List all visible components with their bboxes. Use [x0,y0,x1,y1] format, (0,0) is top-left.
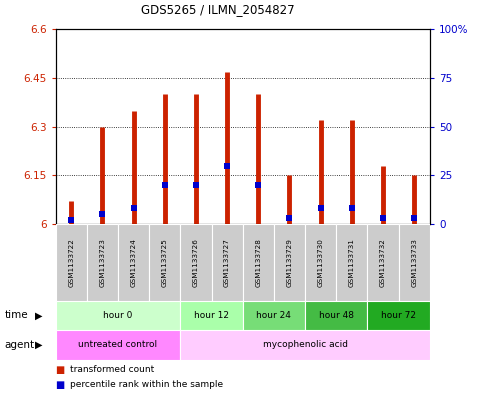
Bar [212,224,242,301]
Text: hour 48: hour 48 [319,311,354,320]
Bar [368,224,398,301]
Text: time: time [5,310,28,320]
Bar [336,224,368,301]
Bar [274,224,305,301]
Text: GSM1133728: GSM1133728 [256,238,261,287]
Bar [56,330,180,360]
Text: GSM1133731: GSM1133731 [349,238,355,287]
Text: percentile rank within the sample: percentile rank within the sample [70,380,223,389]
Text: GSM1133733: GSM1133733 [411,238,417,287]
Bar [118,224,149,301]
Text: GDS5265 / ILMN_2054827: GDS5265 / ILMN_2054827 [141,3,294,16]
Text: transformed count: transformed count [70,365,154,374]
Text: ▶: ▶ [35,340,43,350]
Bar [87,224,118,301]
Text: GSM1133722: GSM1133722 [68,238,74,287]
Bar [56,224,87,301]
Bar [305,224,336,301]
Text: agent: agent [5,340,35,350]
Text: ■: ■ [56,365,65,375]
Text: GSM1133725: GSM1133725 [162,238,168,287]
Bar [398,224,430,301]
Text: ▶: ▶ [35,310,43,320]
Bar [305,301,368,330]
Text: GSM1133727: GSM1133727 [224,238,230,287]
Text: GSM1133723: GSM1133723 [99,238,105,287]
Text: hour 0: hour 0 [103,311,133,320]
Text: hour 24: hour 24 [256,311,291,320]
Text: GSM1133729: GSM1133729 [286,238,293,287]
Text: GSM1133726: GSM1133726 [193,238,199,287]
Bar [242,224,274,301]
Bar [180,224,212,301]
Bar [56,301,180,330]
Text: GSM1133732: GSM1133732 [380,238,386,287]
Text: hour 12: hour 12 [194,311,229,320]
Text: hour 72: hour 72 [381,311,416,320]
Bar [180,301,242,330]
Bar [149,224,180,301]
Text: GSM1133724: GSM1133724 [130,238,137,287]
Text: untreated control: untreated control [78,340,157,349]
Bar [180,330,430,360]
Bar [368,301,430,330]
Bar [242,301,305,330]
Text: ■: ■ [56,380,65,389]
Text: mycophenolic acid: mycophenolic acid [263,340,348,349]
Text: GSM1133730: GSM1133730 [318,238,324,287]
